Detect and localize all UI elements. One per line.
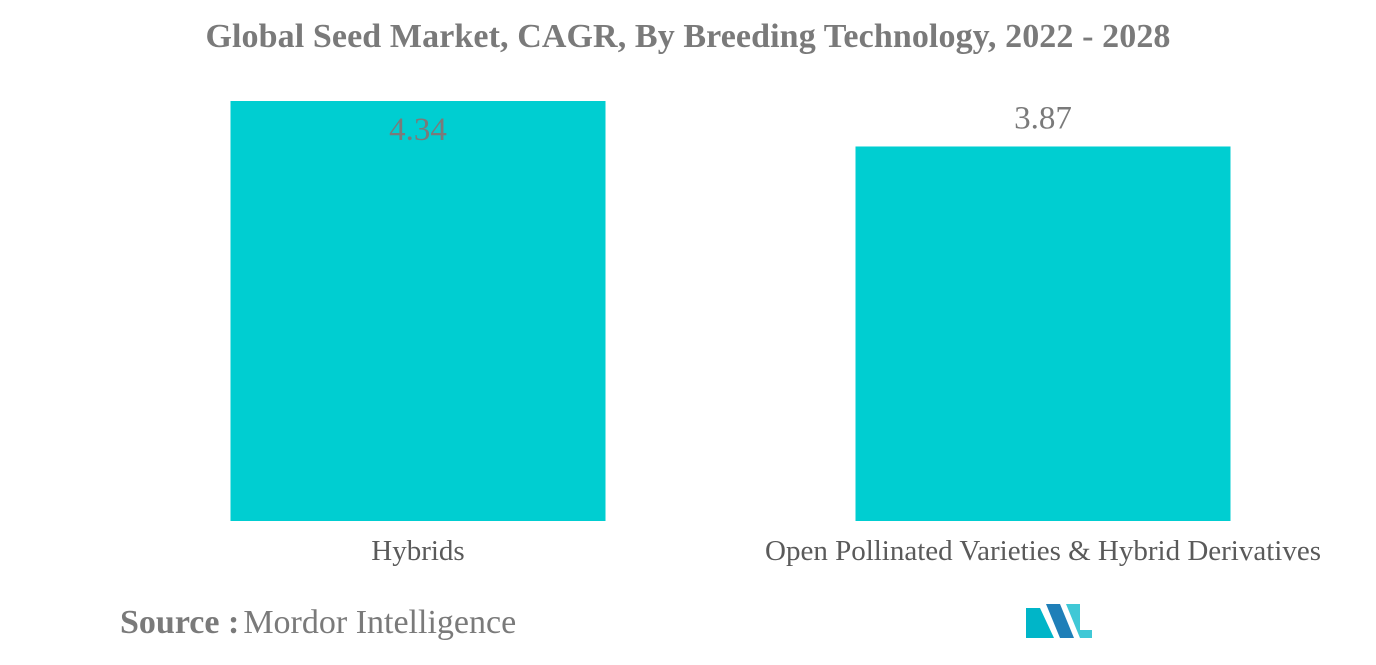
data-label-1: 4.34: [389, 112, 447, 148]
bar-1: [230, 101, 606, 521]
source-name: Mordor Intelligence: [243, 604, 517, 641]
logo-shape-middle: [1046, 604, 1074, 638]
bar-2: [855, 146, 1231, 521]
source-label: Source :: [120, 604, 240, 641]
bars-layer: [230, 101, 1231, 521]
source-note: Source : Mordor Intelligence: [120, 604, 516, 642]
category-label-1: Hybrids: [371, 535, 464, 567]
mordor-intelligence-logo: [1026, 604, 1092, 638]
logo-shape-left: [1026, 608, 1054, 638]
data-labels-layer: 4.34 3.87: [389, 100, 1072, 148]
bar-chart: 4.34 3.87 Hybrids Open Pollinated Varietie…: [230, 100, 1321, 567]
category-label-2: Open Pollinated Varieties & Hybrid Deriv…: [765, 535, 1321, 567]
data-label-2: 3.87: [1014, 100, 1072, 136]
chart-title: Global Seed Market, CAGR, By Breeding Te…: [205, 18, 1171, 55]
category-tick-labels: Hybrids Open Pollinated Varieties & Hybri…: [371, 535, 1321, 567]
logo-shape-right: [1066, 604, 1092, 638]
